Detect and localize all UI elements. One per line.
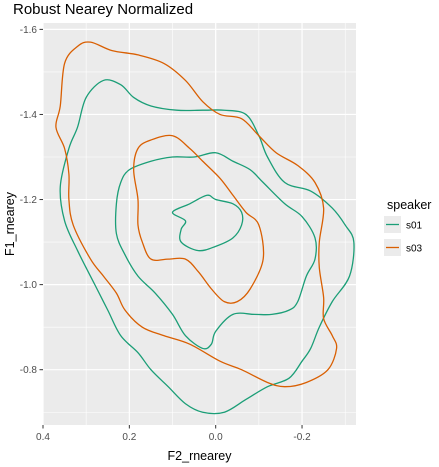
chart-title: Robust Nearey Normalized: [13, 1, 193, 18]
legend-item-s03: s03: [384, 239, 423, 256]
x-tick-label: 0.0: [209, 432, 223, 443]
x-axis: 0.4 0.2 0.0 -0.2: [36, 425, 311, 443]
legend-item-s01: s01: [384, 216, 423, 233]
x-tick-label: 0.2: [122, 432, 136, 443]
series-s03: [55, 41, 338, 388]
contour-s01-1: [59, 79, 355, 415]
y-tick-label: -1.2: [20, 195, 38, 206]
contour-s01-3: [171, 194, 244, 252]
legend-label: s03: [406, 244, 423, 255]
y-tick-label: -1.6: [20, 25, 38, 36]
y-tick-label: -1.0: [20, 280, 38, 291]
contour-s01-2: [114, 152, 317, 350]
y-axis: -1.6 -1.4 -1.2 -1.0 -0.8: [20, 25, 43, 376]
legend-title: speaker: [387, 198, 431, 212]
x-tick-label: 0.4: [36, 432, 50, 443]
x-tick-label: -0.2: [293, 432, 311, 443]
legend-label: s01: [406, 221, 423, 232]
series-s01: [59, 79, 355, 415]
legend: speaker s01 s03: [384, 198, 431, 256]
contour-s03-1: [55, 41, 338, 388]
y-tick-label: -1.4: [20, 110, 38, 121]
plot-panel: [43, 23, 356, 425]
y-axis-label: F1_rnearey: [3, 191, 17, 256]
x-axis-label: F2_rnearey: [168, 449, 233, 463]
y-tick-label: -0.8: [20, 365, 38, 376]
contour-s03-2: [133, 134, 265, 304]
grid-major: [42, 23, 356, 425]
contour-layer: [55, 41, 355, 415]
